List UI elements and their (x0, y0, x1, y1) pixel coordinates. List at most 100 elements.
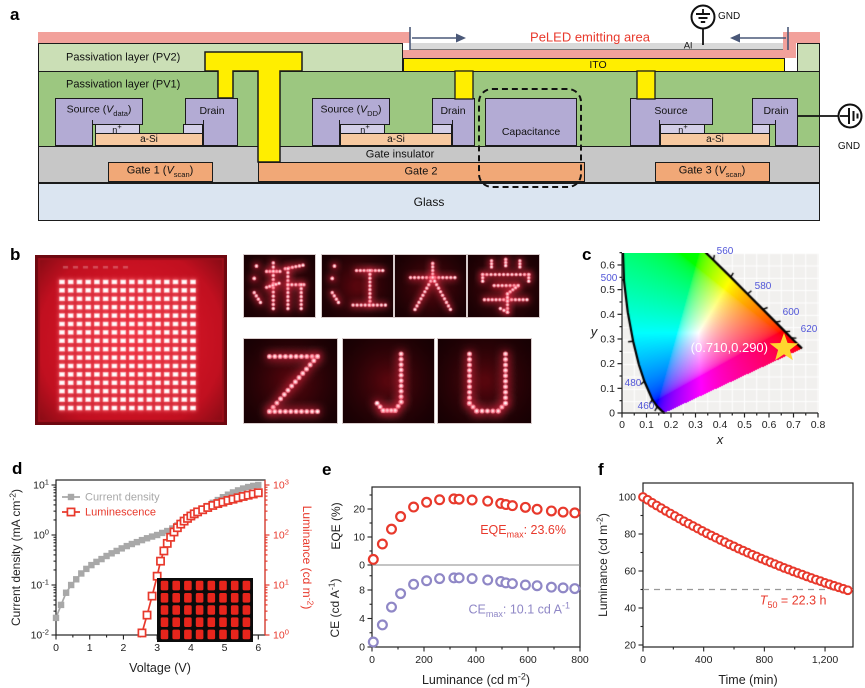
series-luminescence (137, 488, 263, 638)
pv2-label: Passivation layer (PV2) (66, 51, 181, 64)
capacitance-label: Capacitance (501, 125, 561, 138)
cie-axes-overlay: 0 0.1 0.2 0.3 0.4 0.5 0.6 0.7 0.8 0 0.1 0.2 0.3 0.4 0.… (590, 246, 826, 447)
peled-emitting-layer (403, 50, 790, 58)
gate1-label: Gate 1 (Vscan) (126, 164, 194, 179)
arrow-right-icon (456, 33, 466, 43)
capacitor-dashed-outline (478, 88, 582, 188)
source-1-leg (55, 120, 93, 146)
svg-text:0: 0 (359, 560, 365, 572)
svg-text:480: 480 (625, 378, 642, 389)
svg-text:20: 20 (624, 640, 636, 652)
ito-label: ITO (589, 58, 607, 71)
svg-text:5: 5 (222, 642, 228, 654)
gnd-signal-icon (798, 103, 863, 129)
series-luminance-decay (638, 492, 853, 596)
svg-text:0.8: 0.8 (811, 419, 826, 431)
cie-star-marker (769, 333, 799, 361)
svg-text:100: 100 (33, 528, 49, 542)
svg-text:0.5: 0.5 (737, 419, 752, 431)
source-1-label: Source (Vdata) (66, 103, 132, 118)
svg-text:(0.710,0.290): (0.710,0.290) (691, 340, 768, 355)
series-eqe (367, 493, 581, 565)
pixel-array-inset (157, 578, 253, 642)
svg-text:1: 1 (87, 642, 93, 654)
svg-text:102: 102 (273, 528, 289, 542)
svg-text:0: 0 (619, 419, 625, 431)
svg-text:0.3: 0.3 (600, 333, 615, 345)
svg-text:0: 0 (640, 654, 646, 666)
svg-text:800: 800 (571, 654, 589, 666)
source-3-block (630, 98, 713, 125)
svg-text:103: 103 (273, 478, 289, 492)
svg-text:600: 600 (519, 654, 537, 666)
ito-via-drain2 (454, 70, 474, 100)
drain-2-leg (452, 120, 475, 146)
panel-letter-e: e (322, 460, 332, 479)
source-2-label: Source (VDD) (320, 103, 382, 118)
gnd-earth-icon (690, 4, 716, 45)
a-si-1-label: a-Si (140, 134, 158, 145)
photo-tile-letter-u (437, 338, 532, 424)
svg-text:0.4: 0.4 (713, 419, 728, 431)
svg-text:600: 600 (783, 307, 800, 318)
svg-text:800: 800 (756, 654, 774, 666)
svg-text:Voltage (V): Voltage (V) (129, 661, 191, 675)
svg-text:10: 10 (353, 532, 365, 544)
a-si-3-label: a-Si (706, 134, 724, 145)
panel-letter-f: f (598, 460, 604, 479)
svg-text:620: 620 (801, 324, 818, 335)
svg-text:0.7: 0.7 (786, 419, 801, 431)
photo-tile-char-1 (243, 254, 316, 318)
a-si-2 (340, 133, 452, 146)
cie-color-region (622, 253, 819, 414)
svg-text:x: x (716, 432, 724, 447)
source-3-leg (630, 120, 660, 146)
gnd-top-label: GND (718, 11, 741, 22)
svg-text:0: 0 (369, 654, 375, 666)
peled-emitting-area-label: PeLED emitting area (530, 29, 650, 45)
svg-text:0: 0 (609, 408, 615, 420)
photo-tile-char-4 (467, 254, 540, 318)
yellow-interconnect-t (204, 51, 303, 163)
jv-luminance-chart: 0 1 2 3 4 5 6 10-2 10-1 100 101 100 101 102 103 Voltage… (7, 478, 316, 675)
svg-text:0.2: 0.2 (664, 419, 679, 431)
svg-text:100: 100 (618, 492, 636, 504)
svg-text:Luminance (cd m-2): Luminance (cd m-2) (300, 506, 316, 610)
gnd-right-label: GND (837, 141, 861, 152)
photo-tile-char-2 (321, 254, 394, 318)
pv1-label: Passivation layer (PV1) (66, 78, 181, 91)
svg-text:0.4: 0.4 (600, 309, 615, 321)
cie-axes (617, 252, 819, 418)
svg-text:Luminescence: Luminescence (85, 507, 156, 519)
a-si-1 (95, 133, 203, 146)
svg-text:2: 2 (121, 642, 127, 654)
panel-letter-b: b (10, 245, 21, 264)
svg-text:400: 400 (467, 654, 485, 666)
svg-text:8: 8 (359, 585, 365, 597)
gate3-block (655, 162, 770, 182)
svg-text:10-2: 10-2 (31, 628, 49, 642)
svg-text:CE (cd A-1): CE (cd A-1) (326, 578, 342, 637)
emitting-area-markers (409, 27, 789, 50)
svg-text:4: 4 (359, 613, 365, 625)
svg-text:560: 560 (717, 246, 734, 257)
svg-text:10-1: 10-1 (31, 578, 49, 592)
n-plus-3-label: n+ (678, 122, 688, 135)
pv2-right-cap (797, 43, 820, 72)
al-label: Al (683, 40, 693, 52)
svg-text:Time (min): Time (min) (718, 673, 777, 687)
panel-letter-a: a (10, 5, 20, 24)
drain-2-label: Drain (440, 104, 466, 117)
ito-via-source3 (636, 70, 656, 100)
svg-text:4: 4 (188, 642, 194, 654)
svg-text:1,200: 1,200 (812, 654, 838, 666)
n-plus-2-label: n+ (360, 122, 370, 135)
a-si-2-label: a-Si (387, 134, 405, 145)
a-si-3 (660, 133, 770, 146)
panel-a-overlay (204, 4, 863, 163)
stability-chart: 0 400 800 1,200 20 40 60 80 100 Time (min) Luminan… (594, 482, 854, 687)
glass-layer (38, 183, 820, 221)
svg-text:0.5: 0.5 (600, 284, 615, 296)
photo-tile-letter-j (342, 338, 435, 424)
